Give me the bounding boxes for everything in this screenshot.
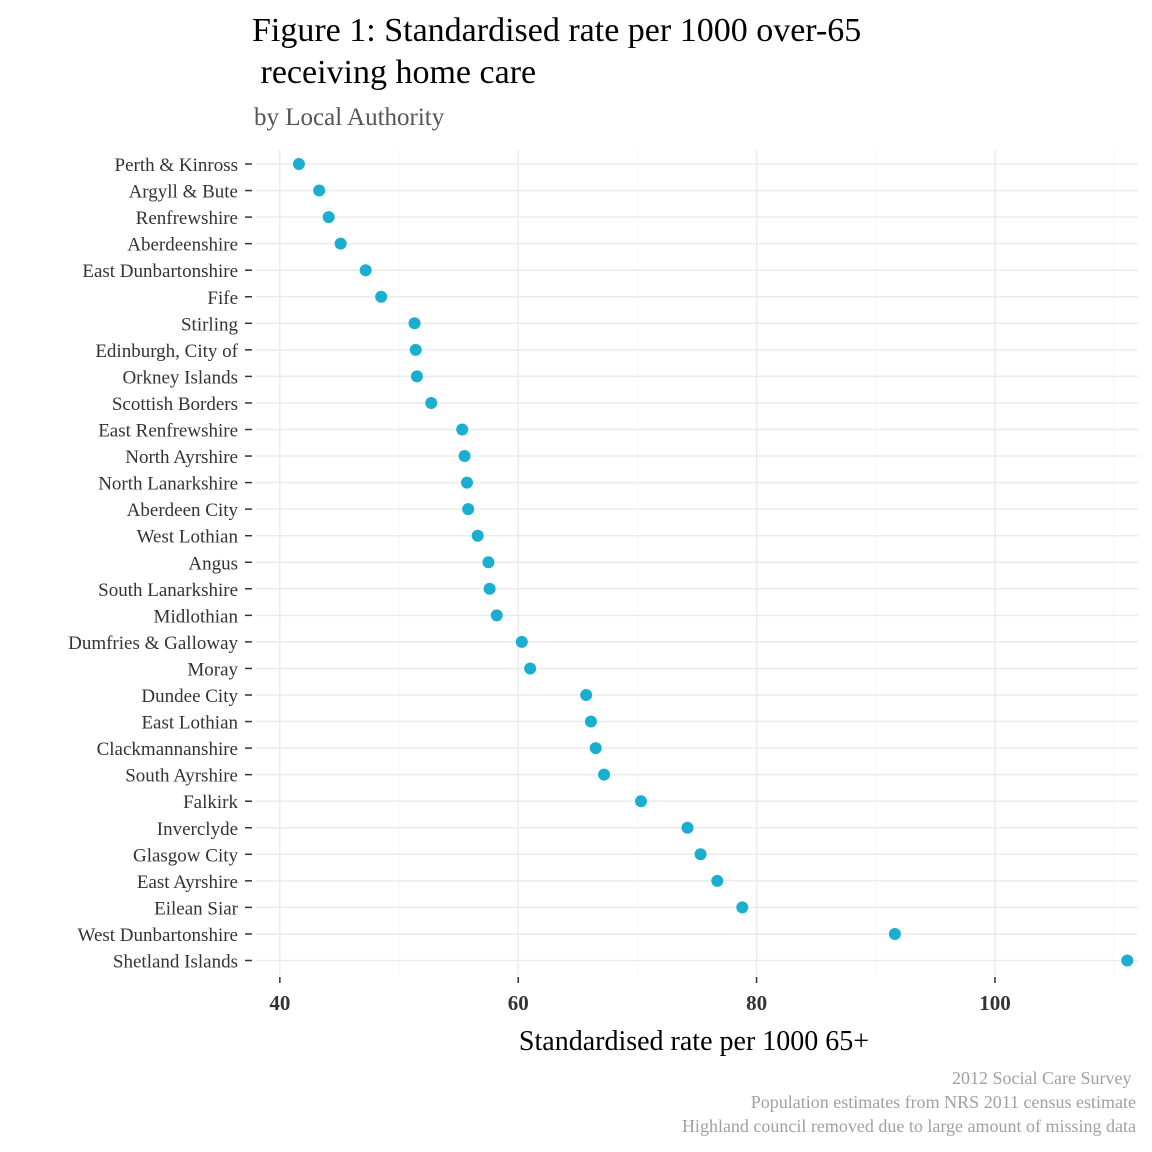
y-tick-label: Clackmannanshire — [97, 739, 238, 760]
x-tick-label: 100 — [979, 991, 1011, 1015]
y-tick-label: East Ayrshire — [137, 872, 238, 893]
dot-plot: Perth & Kinross Argyll & Bute Renfrewshire… — [68, 150, 1138, 1057]
y-tick-label: Fife — [207, 288, 238, 309]
y-tick-label: South Ayrshire — [125, 766, 238, 787]
data-point — [634, 795, 647, 808]
y-tick-label: Shetland Islands — [113, 952, 238, 973]
data-point — [322, 211, 335, 224]
y-tick-label: Scottish Borders — [112, 394, 238, 415]
y-tick-label: Inverclyde — [157, 819, 238, 840]
data-point — [694, 848, 707, 861]
y-tick-label: Dundee City — [141, 686, 238, 707]
data-point — [888, 927, 901, 940]
data-point — [409, 343, 422, 356]
x-axis: 40 60 80 100 — [269, 977, 1011, 1015]
data-point — [456, 423, 469, 436]
data-point — [598, 768, 611, 781]
y-tick-label: South Lanarkshire — [98, 580, 238, 601]
y-tick-label: Stirling — [181, 314, 239, 335]
y-tick-label: West Lothian — [137, 527, 239, 548]
y-tick-label: Orkney Islands — [122, 367, 238, 388]
data-point — [292, 158, 305, 170]
y-tick-label: North Lanarkshire — [98, 474, 238, 495]
x-tick-label: 80 — [746, 991, 767, 1015]
data-point — [589, 742, 602, 755]
y-tick-label: Renfrewshire — [136, 208, 238, 229]
data-point — [471, 529, 484, 542]
caption-line-source: 2012 Social Care Survey — [952, 1068, 1136, 1088]
data-point — [584, 715, 597, 728]
y-tick-label: Midlothian — [154, 606, 239, 627]
y-tick-label: Aberdeenshire — [127, 235, 238, 256]
y-tick-label: West Dunbartonshire — [78, 925, 238, 946]
data-point — [460, 476, 473, 489]
caption-line-population: Population estimates from NRS 2011 censu… — [750, 1092, 1136, 1112]
data-point — [515, 635, 528, 648]
data-point — [425, 396, 438, 409]
chart-title: Figure 1: Standardised rate per 1000 ove… — [252, 12, 862, 91]
data-point — [313, 184, 326, 197]
data-point — [681, 821, 694, 834]
data-point — [410, 370, 423, 383]
y-tick-label: North Ayrshire — [125, 447, 238, 468]
y-tick-label: East Dunbartonshire — [82, 261, 238, 282]
x-tick-label: 40 — [269, 991, 290, 1015]
x-axis-title: Standardised rate per 1000 65+ — [519, 1026, 869, 1057]
chart-subtitle: by Local Authority — [254, 104, 445, 131]
y-tick-label: Aberdeen City — [127, 500, 239, 521]
data-point — [490, 609, 503, 622]
y-tick-label: Dumfries & Galloway — [68, 633, 238, 654]
data-point — [711, 874, 724, 887]
data-point — [408, 317, 421, 330]
data-point — [462, 503, 475, 516]
y-tick-label: Angus — [188, 553, 238, 574]
data-point — [483, 582, 496, 595]
y-tick-label: Eilean Siar — [154, 898, 239, 919]
data-point — [736, 901, 749, 914]
grid-lines — [256, 150, 1138, 975]
data-point — [1121, 954, 1134, 967]
y-tick-label: Moray — [187, 659, 238, 680]
y-axis: Perth & Kinross Argyll & Bute Renfrewshire… — [68, 155, 252, 973]
y-tick-label: East Lothian — [141, 713, 238, 734]
caption: 2012 Social Care Survey Population estim… — [682, 1066, 1136, 1138]
y-tick-label: Perth & Kinross — [115, 155, 239, 176]
data-point — [334, 237, 347, 250]
data-point — [524, 662, 537, 675]
y-tick-label: Falkirk — [183, 792, 238, 813]
data-point — [359, 264, 372, 277]
y-tick-label: East Renfrewshire — [98, 421, 238, 442]
data-point — [458, 450, 471, 463]
data-point — [375, 290, 388, 303]
x-tick-label: 60 — [508, 991, 529, 1015]
data-point — [580, 689, 593, 701]
y-tick-label: Argyll & Bute — [129, 182, 238, 203]
caption-line-note: Highland council removed due to large am… — [681, 1116, 1136, 1136]
y-tick-label: Glasgow City — [133, 845, 239, 866]
y-tick-label: Edinburgh, City of — [95, 341, 238, 362]
data-points — [292, 158, 1134, 967]
data-point — [482, 556, 495, 569]
